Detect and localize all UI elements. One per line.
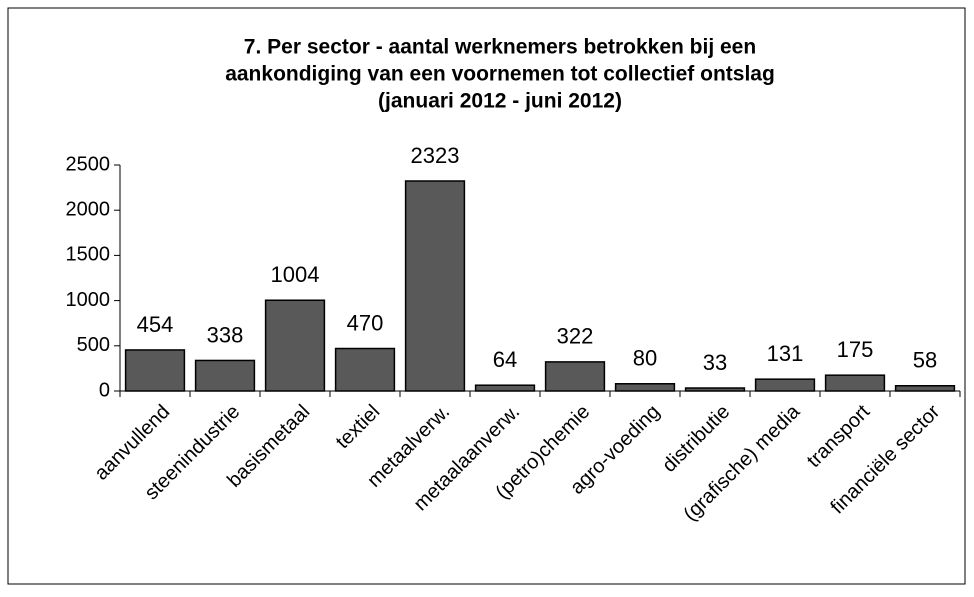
y-tick-label: 500 xyxy=(77,334,110,356)
bar xyxy=(124,349,186,392)
value-label: 2323 xyxy=(411,143,460,168)
bar xyxy=(824,374,886,392)
bar xyxy=(194,359,256,392)
bar xyxy=(474,384,536,392)
bar xyxy=(614,383,676,392)
y-tick-label: 1000 xyxy=(66,289,111,311)
y-tick-label: 1500 xyxy=(66,244,111,266)
title-line: aankondiging van een voornemen tot colle… xyxy=(225,63,775,86)
value-label: 80 xyxy=(633,346,657,371)
y-tick-label: 2000 xyxy=(66,198,111,220)
value-label: 338 xyxy=(207,322,244,347)
bar xyxy=(754,378,816,392)
value-label: 64 xyxy=(493,347,517,372)
bar xyxy=(544,361,606,392)
bar xyxy=(684,387,746,392)
value-label: 58 xyxy=(913,348,937,373)
title-line: (januari 2012 - juni 2012) xyxy=(378,90,622,113)
value-label: 470 xyxy=(347,310,384,335)
bar xyxy=(264,299,326,392)
value-label: 322 xyxy=(557,324,594,349)
bar xyxy=(404,180,466,392)
value-label: 33 xyxy=(703,350,727,375)
y-tick-label: 0 xyxy=(99,379,110,401)
value-label: 1004 xyxy=(271,262,320,287)
chart-frame xyxy=(7,7,966,585)
y-tick-label: 2500 xyxy=(66,153,111,175)
value-label: 175 xyxy=(837,337,874,362)
value-label: 131 xyxy=(767,341,804,366)
value-label: 454 xyxy=(137,312,174,337)
bar xyxy=(894,385,956,392)
title-line: 7. Per sector - aantal werknemers betrok… xyxy=(244,36,756,59)
bar xyxy=(334,347,396,392)
chart-title: 7. Per sector - aantal werknemers betrok… xyxy=(225,36,775,113)
